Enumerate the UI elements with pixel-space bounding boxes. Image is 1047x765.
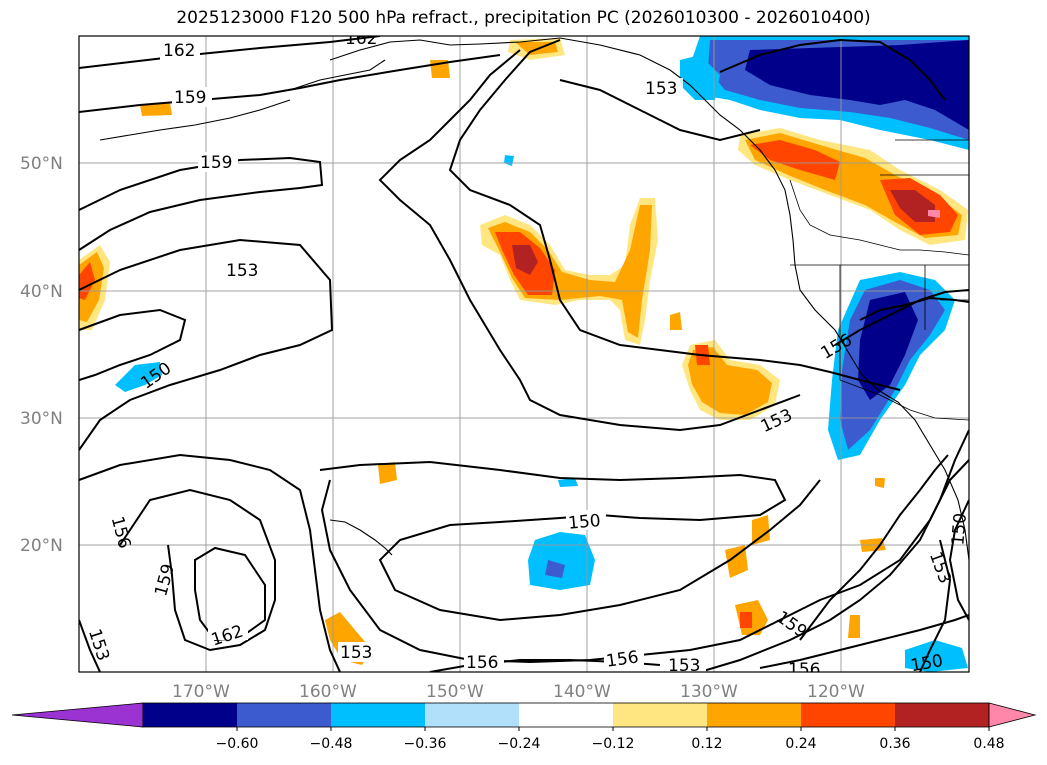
colorbar-swatch <box>519 703 614 727</box>
colorbar-tick-label: −0.48 <box>310 736 353 752</box>
lon-label: 170°W <box>172 682 230 702</box>
contour-label: 150 <box>948 512 971 546</box>
contour-label: 153 <box>340 643 372 663</box>
colorbar-swatch <box>895 703 990 727</box>
lon-label: 140°W <box>553 682 611 702</box>
colorbar: −0.60 −0.48 −0.36 −0.24 −0.12 0.12 0.24 0.36 0.4… <box>11 702 1037 752</box>
colorbar-tick-label: 0.36 <box>879 736 910 752</box>
lon-label: 160°W <box>299 682 357 702</box>
contour-label: 162 <box>163 41 195 61</box>
negative-precip-shading <box>115 36 969 672</box>
colorbar-swatch <box>143 703 238 727</box>
colorbar-frame <box>142 702 990 728</box>
colorbar-tick-label: 0.24 <box>785 736 816 752</box>
colorbar-tick-label: 0.12 <box>691 736 722 752</box>
map-title: 2025123000 F120 500 hPa refract., precip… <box>176 8 871 28</box>
contour-label: 162 <box>345 29 377 49</box>
colorbar-tick-label: −0.36 <box>404 736 447 752</box>
colorbar-swatch <box>237 703 332 727</box>
longitude-labels: 170°W 160°W 150°W 140°W 130°W 120°W <box>172 682 865 702</box>
colorbar-swatch <box>613 703 708 727</box>
contour-label: 159 <box>200 153 232 173</box>
contour-label: 156 <box>605 647 640 671</box>
lat-label: 20°N <box>20 536 63 556</box>
contour-label: 159 <box>174 88 206 108</box>
lat-label: 40°N <box>20 282 63 302</box>
colorbar-swatch <box>425 703 520 727</box>
colorbar-tick-label: −0.24 <box>498 736 541 752</box>
colorbar-swatch <box>707 703 802 727</box>
colorbar-swatch <box>801 703 896 727</box>
map-frame <box>78 35 970 673</box>
colorbar-extend-high <box>988 702 1037 728</box>
contour-label: 156 <box>466 653 498 673</box>
lon-label: 130°W <box>680 682 738 702</box>
contour-label: 150 <box>567 511 601 534</box>
lon-label: 150°W <box>426 682 484 702</box>
colorbar-tick-label: −0.60 <box>216 736 259 752</box>
contour-label: 153 <box>645 79 677 99</box>
contour-labels: 162 162 159 159 153 150 156 159 162 153 … <box>84 29 971 680</box>
positive-precip-shading <box>79 38 968 665</box>
colorbar-tick-label: 0.48 <box>973 736 1004 752</box>
colorbar-tick-label: −0.12 <box>592 736 635 752</box>
colorbar-swatch <box>331 703 426 727</box>
contour-label: 150 <box>909 651 944 676</box>
contour-label: 156 <box>788 660 820 680</box>
latitude-labels: 50°N 40°N 30°N 20°N <box>20 154 63 556</box>
contour-label: 153 <box>226 261 258 281</box>
lat-label: 30°N <box>20 409 63 429</box>
contour-label: 153 <box>668 656 700 676</box>
lon-label: 120°W <box>807 682 865 702</box>
lat-label: 50°N <box>20 154 63 174</box>
map-plot-area: 162 162 159 159 153 150 156 159 162 153 … <box>79 29 971 680</box>
colorbar-extend-low <box>11 702 144 728</box>
